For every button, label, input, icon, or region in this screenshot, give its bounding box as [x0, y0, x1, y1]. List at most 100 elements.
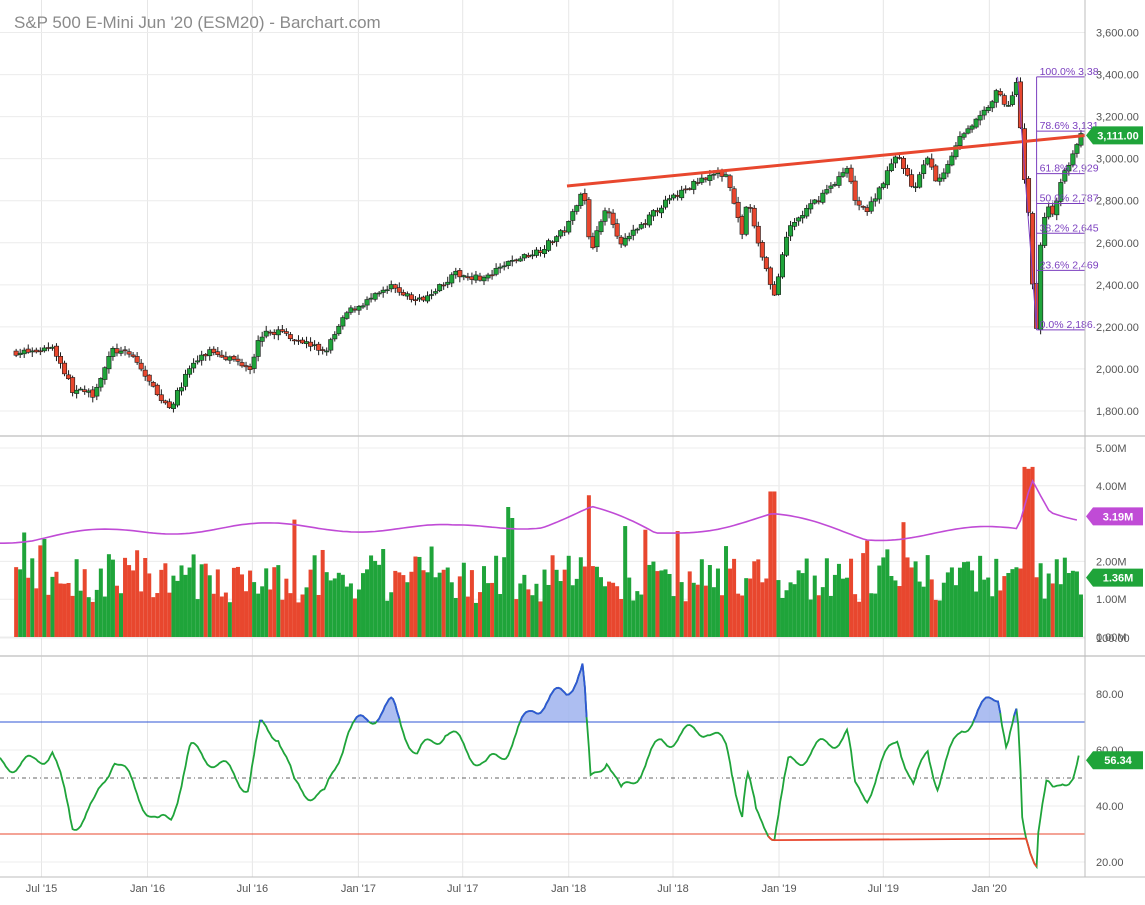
volume-bar — [449, 582, 454, 637]
volume-bar — [824, 558, 829, 637]
volume-bar — [873, 593, 878, 637]
candle-body — [743, 206, 749, 235]
candle-body — [336, 325, 342, 335]
value-tag-text: 3,111.00 — [1097, 130, 1139, 142]
candle-body — [759, 242, 765, 258]
volume-bar — [102, 596, 107, 637]
y-tick-label: 1,800.00 — [1096, 406, 1139, 418]
candle-body — [53, 345, 59, 357]
value-tag-shape — [1086, 126, 1143, 145]
x-tick-label: Jul '15 — [26, 883, 57, 895]
candle-body — [263, 330, 269, 337]
volume-bar — [441, 569, 446, 637]
volume-bar — [369, 555, 374, 637]
fib-level-label: 0.0% 2,186. — [1040, 319, 1096, 331]
volume-bar — [574, 578, 579, 637]
candle-body — [695, 182, 701, 184]
volume-bar — [715, 568, 720, 637]
volume-bar — [711, 587, 716, 637]
volume-bar — [788, 582, 793, 637]
volume-bar — [385, 600, 390, 637]
volume-moving-average — [0, 478, 1078, 544]
volume-bar — [90, 601, 95, 637]
volume-bar — [284, 578, 289, 637]
candle-body — [37, 350, 43, 353]
candle-body — [779, 254, 785, 278]
volume-bar — [445, 567, 450, 637]
y-tick-label: 80.00 — [1096, 689, 1124, 701]
volume-bar — [840, 578, 845, 637]
volume-bar — [631, 600, 636, 637]
volume-bar — [651, 561, 656, 637]
candle-body — [425, 295, 431, 302]
candle-body — [905, 168, 911, 176]
volume-bar — [167, 592, 172, 637]
candle-body — [1070, 153, 1076, 166]
candle-body — [408, 294, 414, 300]
candle-body — [691, 181, 697, 190]
volume-bar — [94, 589, 99, 637]
candle-body — [251, 356, 257, 369]
volume-bar — [719, 595, 724, 637]
fib-level-label: 38.2% 2,645 — [1040, 222, 1099, 234]
volume-bar — [792, 584, 797, 637]
volume-bar — [494, 555, 499, 637]
y-tick-label: 20.00 — [1096, 857, 1124, 869]
candle-body — [993, 90, 999, 103]
volume-bar — [86, 597, 91, 637]
volume-bar — [1070, 570, 1075, 637]
candle-body — [231, 355, 237, 360]
volume-bar — [70, 595, 75, 637]
y-tick-label: 2.00M — [1096, 556, 1127, 568]
volume-bar — [1030, 466, 1035, 637]
volume-bar — [82, 569, 87, 637]
volume-bar — [966, 561, 971, 637]
volume-bar — [119, 593, 124, 637]
volume-bar — [780, 597, 785, 637]
candle-body — [872, 198, 878, 202]
candle-body — [461, 275, 467, 278]
candle-body — [1066, 165, 1072, 172]
candle-body — [441, 284, 447, 287]
volume-bar — [66, 582, 71, 637]
volume-bar — [542, 569, 547, 637]
volume-bar — [175, 580, 180, 637]
volume-ma-tag: 3.19M — [1086, 507, 1143, 526]
volume-bar — [26, 577, 31, 637]
candle-body — [489, 274, 495, 277]
candle-body — [255, 340, 261, 357]
price-panel — [13, 77, 1084, 413]
candle-body — [170, 403, 176, 409]
volume-bar — [106, 554, 111, 637]
volume-bar — [1042, 598, 1047, 637]
volume-bar — [397, 572, 402, 637]
candle-body — [638, 224, 644, 229]
volume-bar — [566, 555, 571, 637]
volume-bar — [909, 567, 914, 637]
volume-bar — [453, 597, 458, 637]
y-tick-label: 40.00 — [1096, 801, 1124, 813]
candle-body — [937, 177, 943, 182]
y-tick-label: 3,600.00 — [1096, 28, 1139, 40]
volume-bar — [296, 602, 301, 637]
candle-body — [896, 157, 902, 159]
volume-bar — [796, 570, 801, 637]
volume-bar — [401, 575, 406, 637]
volume-bar — [893, 580, 898, 637]
volume-bar — [643, 529, 648, 637]
candle-body — [880, 183, 886, 188]
volume-bar — [937, 600, 942, 637]
candle-body — [868, 201, 874, 212]
volume-bar — [869, 593, 874, 637]
candle-body — [429, 294, 435, 296]
volume-bar — [328, 580, 333, 637]
volume-bar — [728, 568, 733, 637]
volume-bar — [970, 570, 975, 637]
volume-bar — [22, 532, 27, 637]
volume-bar — [30, 558, 35, 637]
volume-bar — [832, 574, 837, 637]
candle-body — [122, 349, 128, 352]
candle-body — [41, 347, 47, 352]
